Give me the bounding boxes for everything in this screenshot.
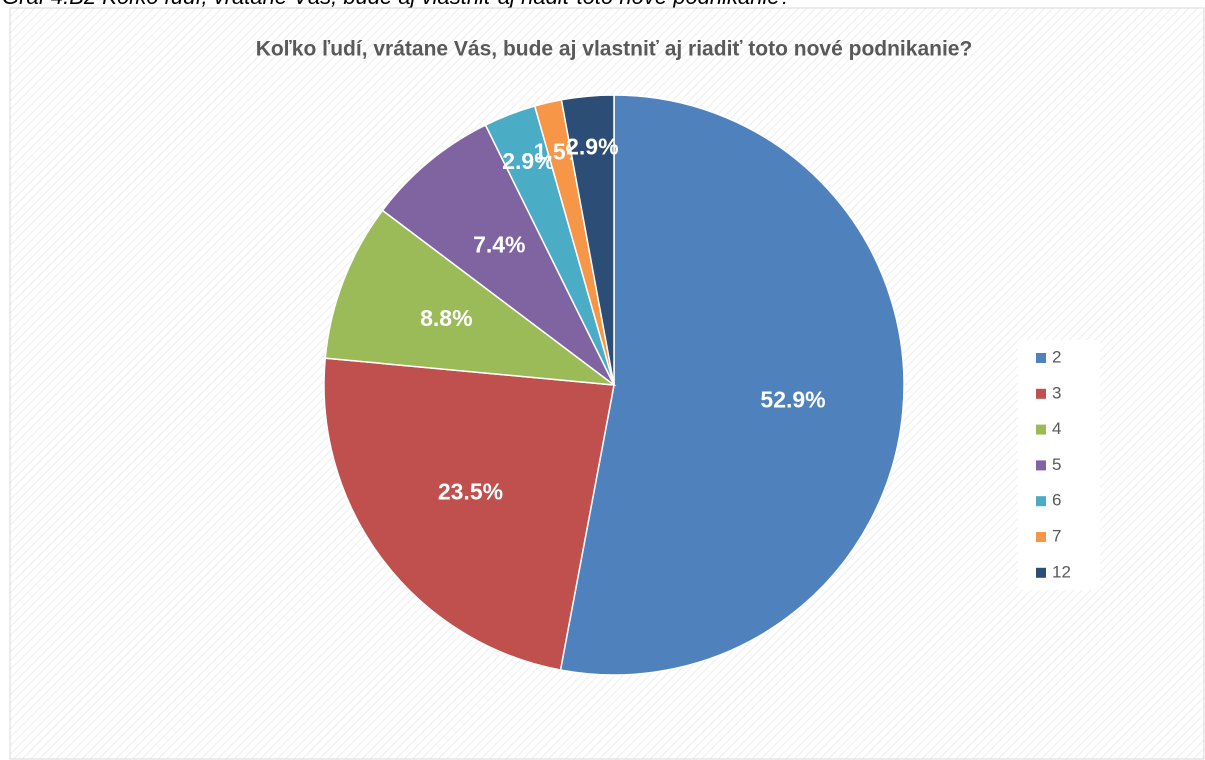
data-label: 23.5%	[438, 478, 503, 504]
legend-swatch	[1036, 532, 1046, 542]
legend-box	[1018, 340, 1100, 590]
pie-slice	[560, 94, 615, 386]
legend-swatch	[1036, 496, 1046, 507]
legend-swatch	[1036, 424, 1046, 435]
legend-swatch	[1036, 353, 1046, 363]
legend-label: 7	[1052, 526, 1061, 545]
legend-label: 3	[1052, 383, 1061, 402]
pie-slice	[559, 94, 905, 676]
legend-swatch	[1036, 388, 1046, 399]
legend-label: 4	[1052, 419, 1061, 438]
data-label: 2.9%	[566, 133, 618, 159]
data-label: 52.9%	[760, 387, 825, 413]
pie-slice	[323, 357, 615, 671]
legend-swatch	[1036, 567, 1046, 578]
data-label: 7.4%	[473, 232, 525, 258]
pie-slice	[324, 209, 617, 386]
legend-swatch	[1036, 460, 1046, 471]
pie-slice	[381, 124, 615, 386]
legend-label: 2	[1052, 347, 1061, 366]
legend-label: 12	[1052, 562, 1071, 581]
data-label: 2.9%	[502, 148, 554, 174]
caption: Graf 4.B2 Koľko ľudí, vrátane Vás, bude …	[2, 0, 793, 9]
chart-title: Koľko ľudí, vrátane Vás, bude aj vlastni…	[256, 38, 973, 61]
legend-label: 5	[1052, 455, 1061, 474]
legend-label: 6	[1052, 491, 1061, 510]
data-label: 8.8%	[420, 305, 472, 331]
